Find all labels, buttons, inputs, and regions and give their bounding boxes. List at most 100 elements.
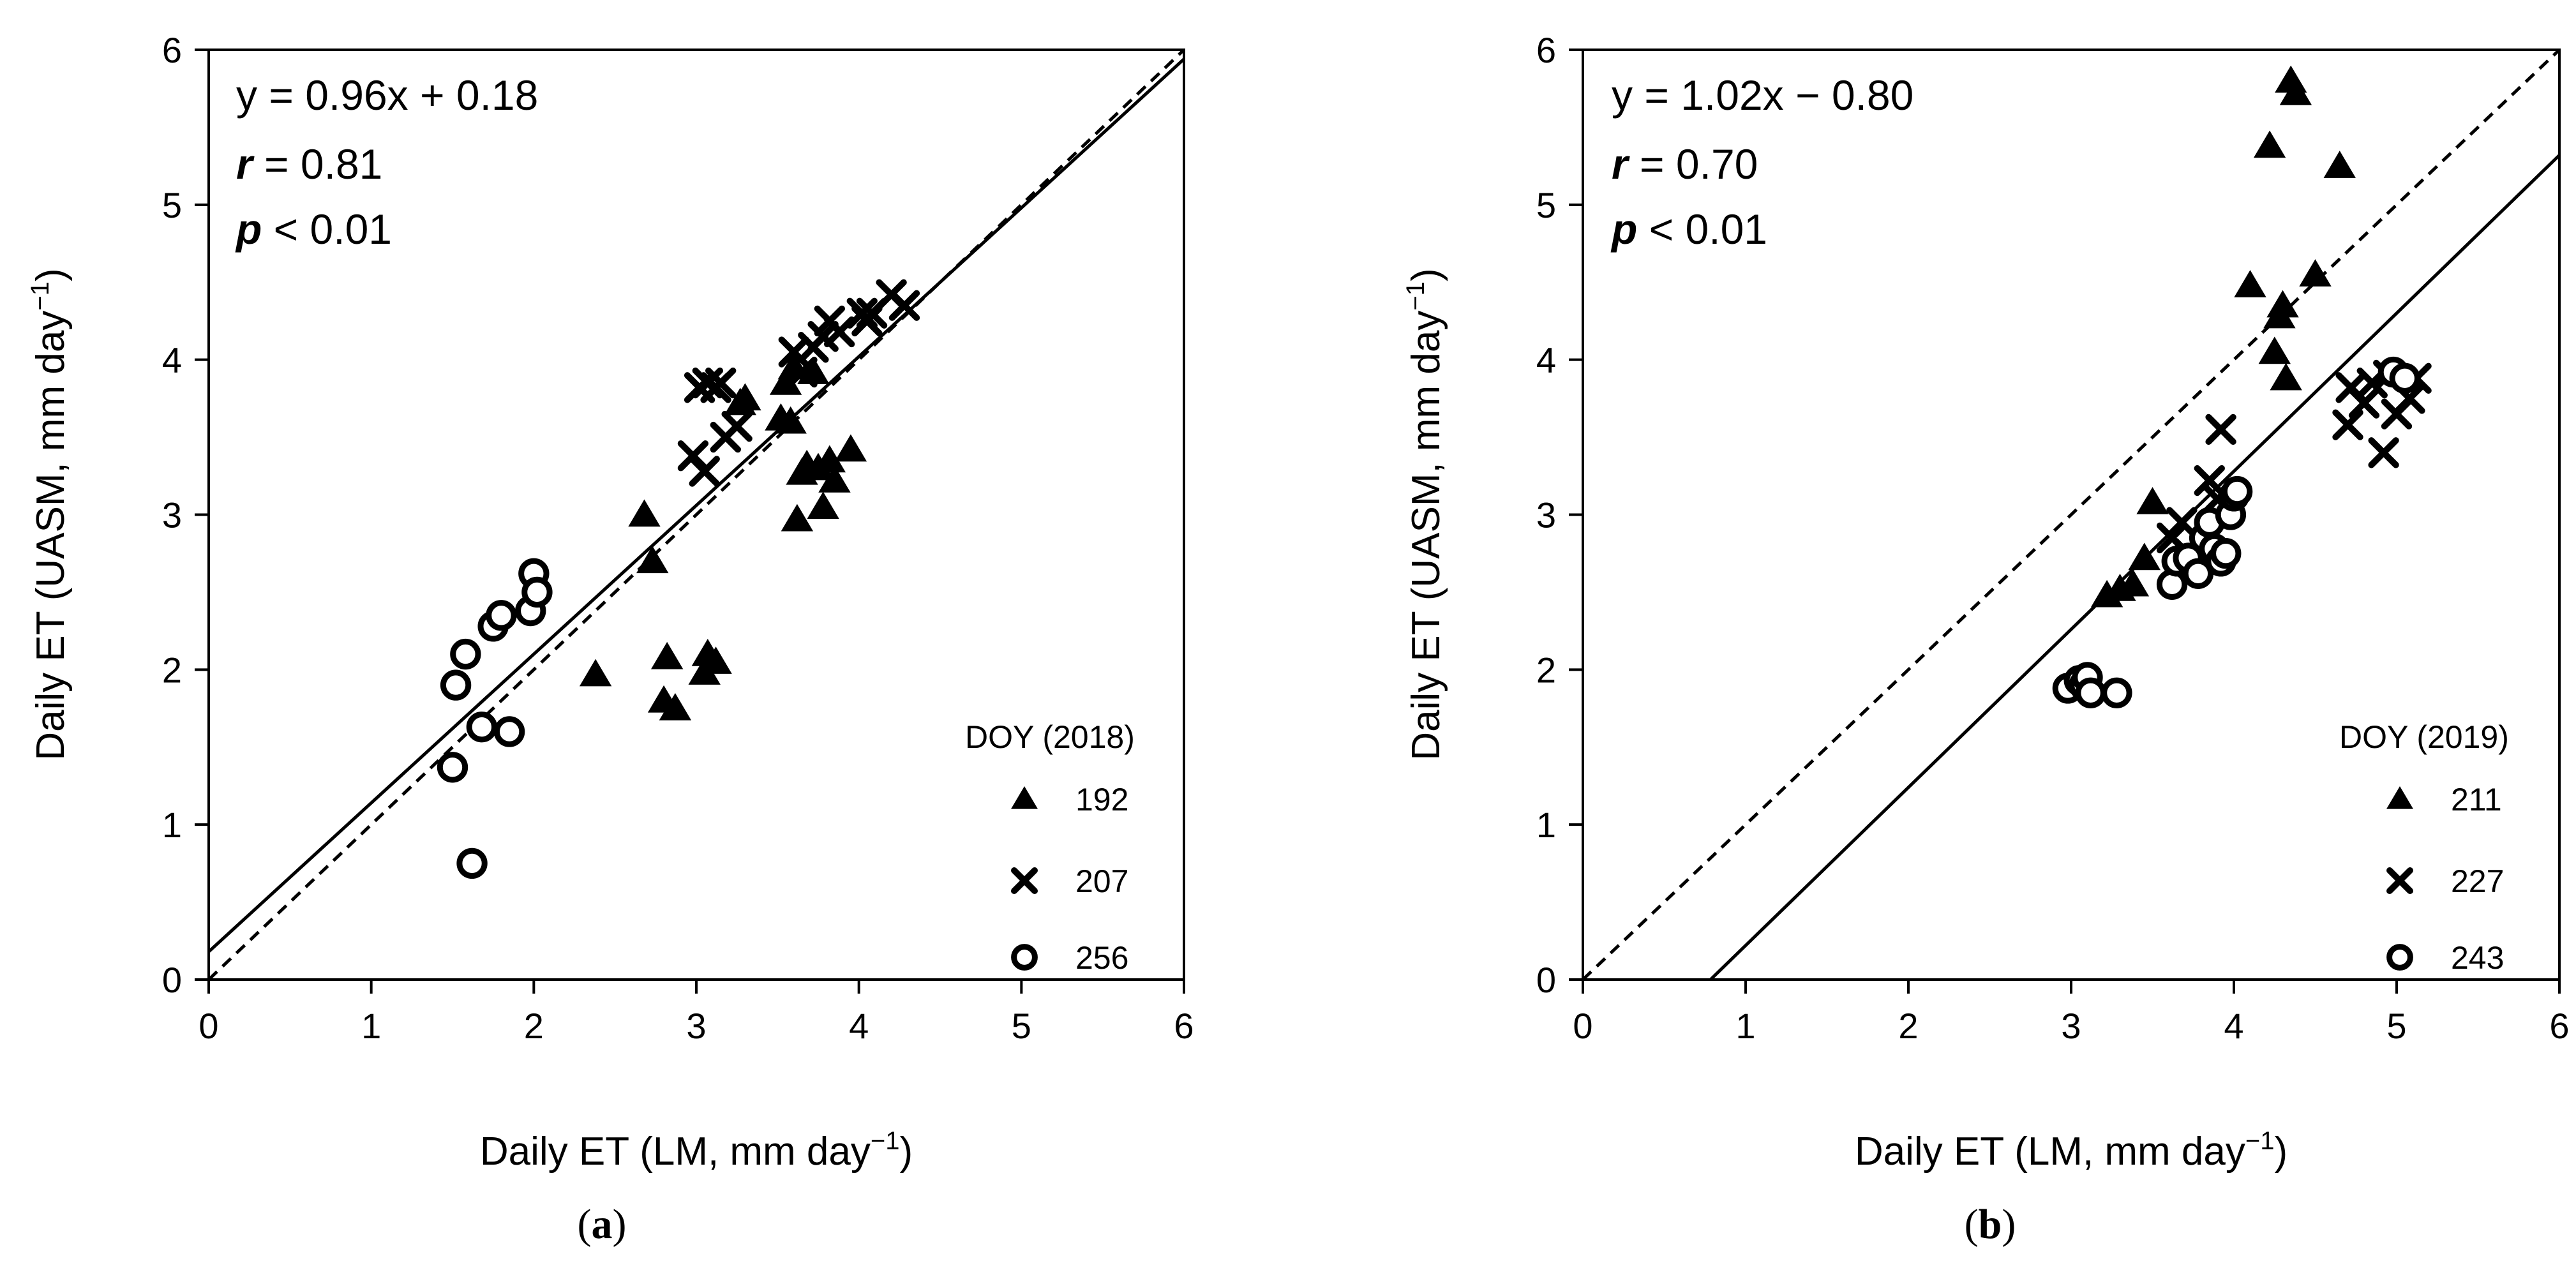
panel-b-ticks (1569, 48, 2561, 994)
panel-a: 0 1 2 3 4 5 6 0 1 2 3 4 5 6 y = 0.96x + 0.18 r = 0.81… (26, 30, 1194, 1248)
panel-b-point-doy227-3 (2194, 465, 2225, 496)
panel-b-y-tick-label-6: 6 (1536, 30, 1556, 70)
panel-b-y-tick-label-3: 3 (1536, 495, 1556, 535)
panel-a-point-doy256-7 (493, 716, 525, 747)
panel-a-legend-label-192: 192 (1075, 782, 1128, 817)
panel-a-point-doy207-2 (689, 456, 720, 487)
panel-a-x-tick-label-0: 0 (198, 1006, 218, 1046)
panel-a-label: (a) (578, 1201, 627, 1248)
panel-a-regression-line (207, 57, 1185, 953)
panel-b-point-doy211-9 (2266, 290, 2299, 318)
panel-a-point-doy192-0 (628, 499, 661, 527)
panel-a-tick-labels: 0 1 2 3 4 5 6 0 1 2 3 4 5 6 (162, 30, 1194, 1046)
panel-b-point-doy211-5 (2234, 270, 2266, 297)
panel-a-points (437, 279, 920, 879)
panel-a-point-doy207-7-stroke-2 (721, 410, 753, 442)
panel-a-x-tick-label-3: 3 (686, 1006, 706, 1046)
panel-a-point-doy207-5 (705, 367, 737, 399)
panel-b-x-tick-label-6: 6 (2549, 1006, 2569, 1046)
panel-b-legend-marker-227 (2386, 867, 2413, 894)
panel-a-x-axis-title: Daily ET (LM, mm day−1) (480, 1127, 913, 1174)
panel-b-r-stat: r = 0.70 (1612, 140, 1758, 188)
panel-a-y-tick-label-6: 6 (162, 30, 182, 70)
panel-b-point-doy227-6-stroke-2 (2332, 409, 2363, 440)
panel-b-point-doy211-14 (2323, 151, 2356, 178)
panel-b-legend-label-227: 227 (2451, 863, 2504, 899)
panel-b-point-doy243-4 (2075, 677, 2106, 708)
panel-b-point-doy211-7 (2258, 336, 2291, 364)
panel-a-legend-marker-256 (1011, 944, 1038, 971)
panel-a-y-tick-label-0: 0 (162, 960, 182, 1000)
panel-b-point-doy227-6 (2332, 409, 2363, 440)
panel-b-x-tick-label-4: 4 (2224, 1006, 2243, 1046)
panel-a-point-doy192-5 (659, 693, 692, 720)
panel-b-point-doy227-1 (2166, 507, 2198, 538)
panel-a-point-doy192-20 (807, 491, 839, 519)
panel-a-point-doy207-18 (888, 290, 920, 321)
panel-b-one-to-one-line (1582, 48, 2561, 981)
panel-b-y-axis-title: Daily ET (UASM, mm day−1) (1402, 268, 1448, 760)
panel-a-point-doy207-7 (721, 410, 753, 442)
panel-a-x-tick-label-2: 2 (524, 1006, 544, 1046)
panel-b-legend-marker-227-stroke-2 (2386, 867, 2413, 894)
panel-a-point-doy207-11-stroke-2 (807, 321, 839, 352)
panel-a-point-doy192-21 (813, 445, 846, 473)
panel-b-point-doy211-3 (2128, 542, 2160, 571)
panel-a-y-tick-label-4: 4 (162, 340, 182, 380)
panel-a-point-doy192-13 (774, 406, 807, 434)
panel-b-x-tick-label-1: 1 (1735, 1006, 1755, 1046)
panel-a-point-doy207-18-stroke-2 (888, 290, 920, 321)
panel-b-point-doy227-13-stroke-2 (2394, 383, 2425, 414)
panel-a-legend-marker-192 (1011, 786, 1038, 809)
panel-a-legend-marker-207 (1011, 867, 1038, 894)
panel-b-lines (1582, 48, 2561, 981)
panel-a-point-doy207-9-stroke-2 (786, 356, 818, 388)
panel-b-point-doy227-1-stroke-2 (2166, 507, 2198, 538)
panel-b-point-doy211-6 (2253, 130, 2286, 158)
panel-a-x-tick-label-4: 4 (849, 1006, 869, 1046)
panel-b-legend-label-243: 243 (2451, 940, 2504, 976)
panel-a-point-doy192-8 (700, 646, 732, 674)
panel-b-legend: 211 227 243 (2386, 782, 2504, 976)
panel-a-point-doy207-2-stroke-2 (689, 456, 720, 487)
panel-b-point-doy227-4 (2205, 414, 2236, 445)
panel-a-point-doy192-10 (729, 383, 761, 411)
panel-b-x-tick-label-0: 0 (1573, 1006, 1592, 1046)
panel-b-tick-labels: 0 1 2 3 4 5 6 0 1 2 3 4 5 6 (1536, 30, 2570, 1046)
panel-b-point-doy227-8 (2348, 387, 2380, 419)
panel-b-equation: y = 1.02x − 0.80 (1612, 71, 1913, 119)
panel-a-x-tick-label-5: 5 (1012, 1006, 1031, 1046)
panel-b-point-doy227-7-stroke-2 (2335, 372, 2367, 403)
panel-a-point-doy256-3 (456, 847, 488, 879)
panel-a-point-doy207-0-stroke-2 (677, 440, 709, 472)
panel-a-point-doy256-4 (466, 712, 498, 743)
panel-b-point-doy243-19 (2389, 362, 2420, 394)
panel-a-point-doy192-23 (834, 434, 867, 462)
panel-a-equation: y = 0.96x + 0.18 (236, 71, 538, 119)
panel-b-point-doy211-2 (2116, 569, 2150, 597)
panel-b-x-tick-label-5: 5 (2386, 1006, 2406, 1046)
panel-a-point-doy256-1 (440, 669, 472, 701)
panel-b-x-axis-title: Daily ET (LM, mm day−1) (1855, 1127, 2288, 1174)
panel-a-x-tick-label-6: 6 (1174, 1006, 1194, 1046)
panel-a-x-tick-label-1: 1 (361, 1006, 381, 1046)
panel-a-point-doy256-6 (486, 600, 517, 631)
panel-a-point-doy207-5-stroke-2 (705, 367, 737, 399)
panel-a-r-stat: r = 0.81 (236, 140, 382, 188)
panel-b-legend-title: DOY (2019) (2339, 719, 2509, 755)
panel-a-one-to-one-line (207, 48, 1185, 981)
panel-a-point-doy192-1 (636, 546, 669, 574)
panel-b-point-doy211-4 (2136, 487, 2169, 514)
panel-a-legend-marker-207-stroke-2 (1011, 867, 1038, 894)
panel-b-point-doy227-4-stroke-2 (2205, 414, 2236, 445)
panel-a-point-doy207-9 (786, 356, 818, 388)
panel-a-point-doy192-4 (650, 641, 684, 669)
panel-a-point-doy207-8-stroke-2 (778, 336, 809, 368)
panel-b-point-doy243-14 (2210, 538, 2242, 569)
panel-a-point-doy256-2 (450, 638, 481, 670)
panel-b-point-doy227-10 (2368, 437, 2399, 468)
panel-a-ticks (195, 48, 1185, 994)
panel-b-y-tick-label-0: 0 (1536, 960, 1556, 1000)
panel-b: 0 1 2 3 4 5 6 0 1 2 3 4 5 6 y = 1.02x − 0.80 r = 0.70… (1402, 30, 2570, 1248)
